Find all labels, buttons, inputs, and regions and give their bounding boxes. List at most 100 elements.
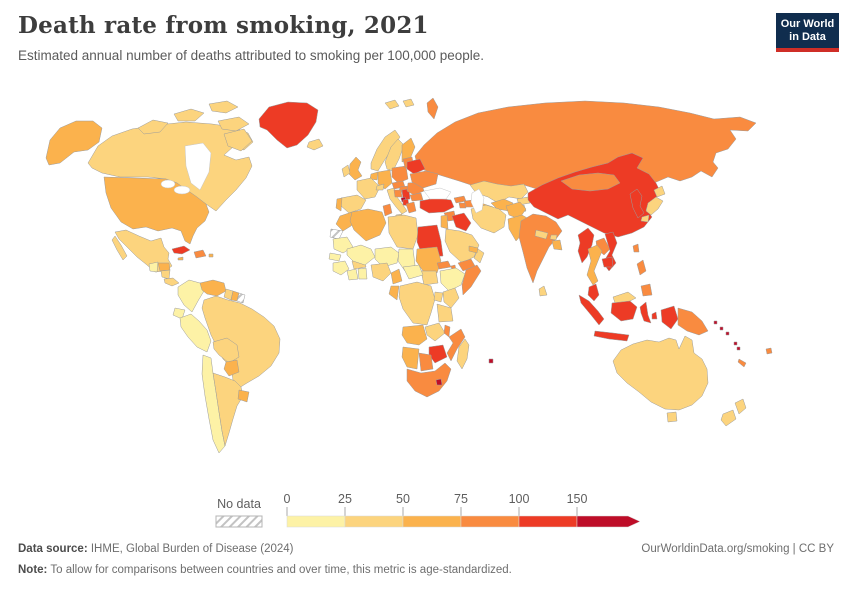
country-uae[interactable] bbox=[468, 245, 479, 254]
country-french-guiana[interactable] bbox=[236, 292, 246, 304]
country-vanuatu[interactable] bbox=[736, 346, 741, 351]
country-france[interactable] bbox=[356, 177, 381, 200]
country-baja-california[interactable] bbox=[111, 235, 128, 261]
country-taiwan[interactable] bbox=[632, 243, 640, 253]
country-argentina[interactable] bbox=[212, 372, 244, 447]
country-solomon-islands[interactable] bbox=[725, 331, 730, 336]
country-western-sahara[interactable] bbox=[329, 228, 344, 240]
country-japan-kyushu[interactable] bbox=[640, 214, 650, 223]
country-sulawesi[interactable] bbox=[639, 301, 652, 324]
country-new-zealand-north[interactable] bbox=[734, 398, 747, 415]
country-west-papua[interactable] bbox=[660, 305, 679, 330]
country-cuba[interactable] bbox=[171, 245, 191, 255]
country-iran[interactable] bbox=[470, 204, 507, 234]
country-bhutan[interactable] bbox=[549, 234, 558, 241]
country-madagascar[interactable] bbox=[456, 338, 470, 370]
country-paraguay[interactable] bbox=[223, 359, 240, 377]
country-switzerland[interactable] bbox=[375, 183, 385, 191]
legend-segment-75-100[interactable] bbox=[460, 515, 520, 528]
country-netherlands[interactable] bbox=[369, 171, 379, 181]
country-zimbabwe[interactable] bbox=[428, 344, 448, 364]
country-hispaniola[interactable] bbox=[193, 249, 207, 259]
country-somalia[interactable] bbox=[461, 264, 482, 296]
owid-logo[interactable]: Our World in Data bbox=[776, 13, 839, 52]
country-croatia-bosnia[interactable] bbox=[393, 189, 403, 198]
country-saudi-arabia[interactable] bbox=[444, 228, 480, 264]
country-armenia[interactable] bbox=[458, 202, 467, 209]
country-kalimantan[interactable] bbox=[610, 300, 638, 322]
country-jamaica[interactable] bbox=[177, 256, 184, 261]
legend-segment-50-75[interactable] bbox=[402, 515, 462, 528]
country-ghana[interactable] bbox=[357, 267, 368, 280]
country-sumatra[interactable] bbox=[578, 294, 605, 326]
country-sri-lanka[interactable] bbox=[538, 285, 548, 297]
country-venezuela[interactable] bbox=[199, 279, 227, 297]
country-costarica-panama[interactable] bbox=[163, 277, 180, 287]
country-java[interactable] bbox=[593, 330, 630, 342]
country-peru[interactable] bbox=[179, 313, 212, 353]
country-solomon-islands[interactable] bbox=[719, 326, 724, 331]
country-papua-new-guinea[interactable] bbox=[677, 307, 709, 336]
country-brazil[interactable] bbox=[201, 295, 281, 389]
country-ivory-coast[interactable] bbox=[346, 268, 359, 281]
country-kazakhstan[interactable] bbox=[469, 180, 529, 204]
country-namibia[interactable] bbox=[401, 346, 420, 370]
country-turkey[interactable] bbox=[419, 197, 455, 214]
country-mozambique[interactable] bbox=[446, 328, 466, 362]
country-guatemala[interactable] bbox=[148, 261, 159, 273]
country-south-africa[interactable] bbox=[406, 362, 452, 398]
country-congo-gabon[interactable] bbox=[388, 285, 400, 301]
country-guinea[interactable] bbox=[332, 260, 350, 276]
country-angola[interactable] bbox=[401, 324, 428, 346]
country-mauritius[interactable] bbox=[488, 358, 494, 364]
country-algeria[interactable] bbox=[349, 208, 387, 242]
country-iceland[interactable] bbox=[306, 138, 324, 151]
country-central-african-republic[interactable] bbox=[402, 264, 424, 280]
country-svalbard[interactable] bbox=[384, 99, 400, 110]
country-libya[interactable] bbox=[387, 214, 419, 250]
country-germany[interactable] bbox=[377, 169, 393, 190]
legend-no-data-swatch[interactable] bbox=[215, 515, 263, 528]
country-belarus[interactable] bbox=[406, 158, 426, 175]
country-niger[interactable] bbox=[374, 246, 400, 268]
country-uganda[interactable] bbox=[433, 291, 444, 303]
country-svalbard[interactable] bbox=[402, 98, 415, 108]
country-greenland[interactable] bbox=[258, 101, 319, 149]
country-iraq[interactable] bbox=[451, 212, 472, 232]
legend-segment-100-150[interactable] bbox=[518, 515, 578, 528]
country-alaska[interactable] bbox=[45, 120, 103, 166]
country-new-zealand-south[interactable] bbox=[720, 409, 737, 427]
country-levant[interactable] bbox=[440, 214, 449, 230]
country-poland[interactable] bbox=[391, 165, 409, 184]
country-solomon-islands[interactable] bbox=[713, 320, 718, 325]
country-sudan[interactable] bbox=[415, 246, 442, 274]
country-novaya-zemlya[interactable] bbox=[426, 97, 439, 120]
country-india[interactable] bbox=[518, 213, 563, 284]
country-japan-hokkaido[interactable] bbox=[653, 185, 666, 198]
country-mali[interactable] bbox=[346, 244, 376, 266]
country-moluccas[interactable] bbox=[651, 311, 658, 320]
country-mexico[interactable] bbox=[114, 229, 173, 273]
country-thailand[interactable] bbox=[586, 244, 603, 286]
country-bulgaria[interactable] bbox=[409, 192, 424, 202]
country-greece[interactable] bbox=[405, 201, 417, 214]
country-uruguay[interactable] bbox=[237, 389, 250, 403]
country-borneo-malaysia[interactable] bbox=[612, 291, 637, 304]
country-philippines-mindanao[interactable] bbox=[640, 283, 653, 297]
country-puerto-rico[interactable] bbox=[208, 253, 214, 258]
country-bolivia[interactable] bbox=[212, 337, 240, 364]
country-kenya[interactable] bbox=[442, 287, 460, 309]
country-malaysia-peninsula[interactable] bbox=[587, 283, 600, 302]
country-portugal[interactable] bbox=[335, 197, 343, 212]
country-vanuatu[interactable] bbox=[733, 341, 738, 346]
country-honduras[interactable] bbox=[157, 262, 171, 272]
country-drc[interactable] bbox=[398, 281, 436, 326]
country-botswana[interactable] bbox=[418, 352, 434, 372]
country-mongolia[interactable] bbox=[560, 172, 621, 192]
country-ethiopia[interactable] bbox=[439, 267, 466, 292]
country-nicaragua[interactable] bbox=[160, 269, 171, 280]
country-lesotho[interactable] bbox=[435, 378, 443, 386]
country-united-kingdom[interactable] bbox=[348, 156, 363, 181]
country-fiji[interactable] bbox=[765, 347, 773, 355]
country-korea[interactable] bbox=[629, 188, 645, 219]
